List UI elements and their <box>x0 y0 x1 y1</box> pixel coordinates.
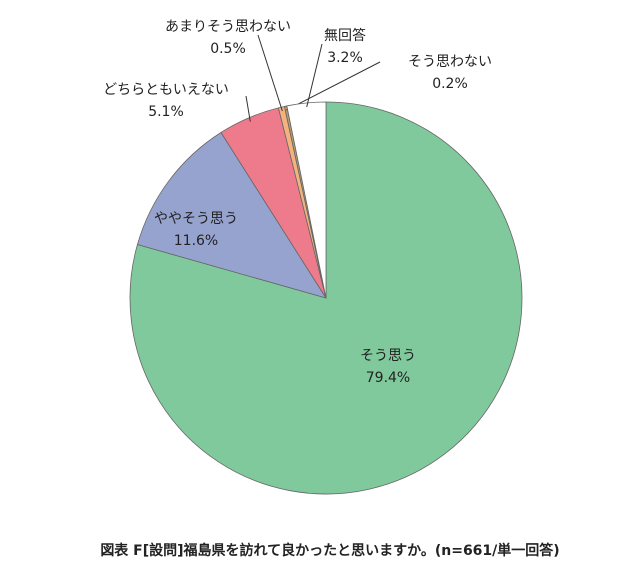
caption: 図表 F[設問]福島県を訪れて良かったと思いますか。(n=661/単一回答) <box>100 542 559 559</box>
value-label: 0.5% <box>210 41 246 57</box>
slice-label: そう思わない <box>408 54 492 70</box>
leader-line <box>306 43 323 108</box>
slice-label: あまりそう思わない <box>165 19 291 35</box>
slice-label: ややそう思う <box>154 211 238 227</box>
slice-label: そう思う <box>360 348 416 364</box>
value-label: 79.4% <box>366 370 410 386</box>
value-label: 0.2% <box>432 76 468 92</box>
pie-slice <box>136 131 327 299</box>
leader-line <box>286 61 381 111</box>
pie-slice <box>286 101 327 299</box>
leader-line <box>257 34 283 112</box>
value-label: 5.1% <box>148 104 184 120</box>
slice-label: どちらともいえない <box>103 82 229 98</box>
leader-line <box>245 95 251 122</box>
value-label: 11.6% <box>174 233 218 249</box>
slice-label: 無回答 <box>324 27 366 44</box>
value-label: 3.2% <box>327 50 363 66</box>
